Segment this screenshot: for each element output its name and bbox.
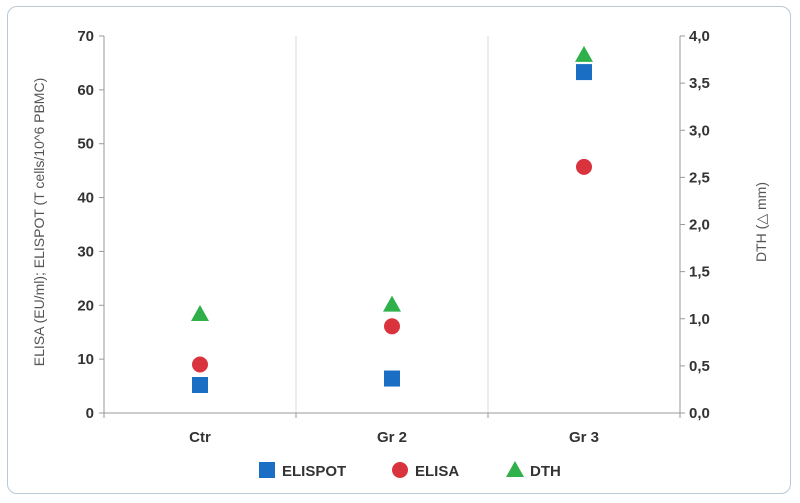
y-tick-label: 70 — [77, 28, 94, 45]
legend: ELISPOT ELISA DTH — [259, 461, 561, 480]
y2-tick-label: 3,0 — [689, 122, 710, 139]
data-point-elispot — [192, 376, 208, 393]
legend-marker-elisa — [392, 462, 408, 478]
ticks-layer: 0 10 20 30 40 50 60 70 0,0 0,5 1,0 1,5 2,0 2,5 3,0 3,5 4… — [77, 28, 710, 446]
y-tick-label: 60 — [77, 82, 94, 99]
y2-axis-title: DTH (△ mm) — [753, 182, 769, 262]
axes-layer — [103, 36, 681, 414]
data-point-elispot — [576, 64, 592, 81]
data-point-elisa — [384, 318, 400, 335]
y-tick-label: 10 — [77, 351, 94, 368]
y2-tick-label: 0,5 — [689, 358, 710, 375]
y-tick-label: 30 — [77, 243, 94, 260]
x-tick-label: Ctr — [189, 429, 211, 446]
y-tick-label: 40 — [77, 190, 94, 207]
y2-tick-label: 2,5 — [689, 169, 710, 186]
y-tick-label: 50 — [77, 136, 94, 153]
x-tick-label: Gr 3 — [569, 429, 599, 446]
y2-tick-label: 0,0 — [689, 405, 710, 422]
y2-tick-label: 1,5 — [689, 264, 710, 281]
y2-tick-label: 1,0 — [689, 311, 710, 328]
grid-layer — [295, 36, 489, 413]
data-point-dth — [383, 295, 401, 312]
y2-tick-label: 4,0 — [689, 28, 710, 45]
legend-marker-elispot — [259, 462, 275, 478]
data-point-elisa — [192, 356, 208, 373]
legend-label: ELISPOT — [282, 463, 346, 480]
y-tick-label: 20 — [77, 297, 94, 314]
x-tick-label: Gr 2 — [377, 429, 407, 446]
data-point-elisa — [576, 158, 592, 175]
y-tick-label: 0 — [86, 405, 94, 422]
y-axis-title: ELISA (EU/ml); ELISPOT (T cells/10^6 PBM… — [31, 78, 47, 366]
legend-label: ELISA — [415, 463, 459, 480]
data-point-elispot — [384, 370, 400, 387]
legend-label: DTH — [530, 463, 561, 480]
y2-tick-label: 3,5 — [689, 75, 710, 92]
marks-layer — [191, 45, 593, 393]
y2-tick-label: 2,0 — [689, 217, 710, 234]
data-point-dth — [575, 45, 593, 62]
legend-marker-dth — [506, 461, 524, 477]
data-point-dth — [191, 305, 209, 322]
